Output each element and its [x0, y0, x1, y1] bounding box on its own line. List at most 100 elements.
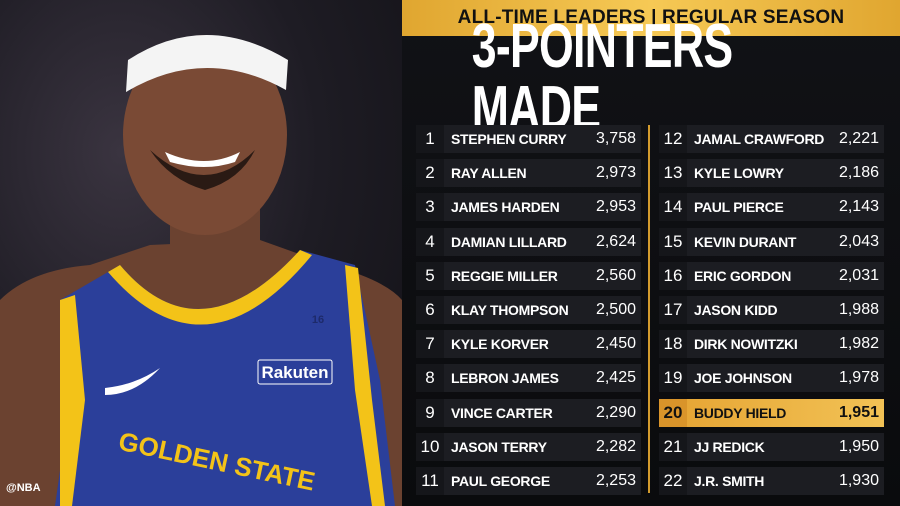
player-name: STEPHEN CURRY — [444, 131, 591, 147]
rank-cell: 19 — [659, 364, 687, 393]
player-name-text: JOE JOHNSON — [694, 370, 792, 387]
three-pointers-value: 2,624 — [591, 233, 641, 251]
player-name: RAY ALLEN — [444, 165, 591, 181]
title-area: 3-POINTERS MADE — [402, 16, 900, 140]
three-pointers-value-text: 2,186 — [838, 164, 879, 182]
leader-row: 5 REGGIE MILLER 2,560 — [416, 261, 641, 290]
leader-row: 22 J.R. SMITH 1,930 — [659, 466, 884, 495]
player-name-text: JASON TERRY — [451, 438, 547, 455]
three-pointers-value: 1,951 — [834, 404, 884, 422]
leader-row: 17 JASON KIDD 1,988 — [659, 295, 884, 324]
rank-cell: 1 — [416, 125, 444, 153]
three-pointers-value-text: 2,221 — [838, 130, 879, 147]
three-pointers-value-text: 2,253 — [595, 471, 636, 489]
three-pointers-value: 1,950 — [834, 438, 884, 456]
three-pointers-value-text: 2,290 — [595, 403, 636, 421]
player-name: DAMIAN LILLARD — [444, 234, 591, 250]
three-pointers-value-text: 2,282 — [595, 437, 636, 455]
player-name: LEBRON JAMES — [444, 370, 591, 386]
player-name: DIRK NOWITZKI — [687, 336, 834, 352]
rank-cell-text: 22 — [663, 470, 683, 490]
three-pointers-value-text: 2,973 — [595, 164, 636, 182]
three-pointers-value-text: 2,450 — [595, 335, 636, 353]
three-pointers-value-text: 1,950 — [838, 437, 879, 455]
rank-cell: 8 — [416, 364, 444, 393]
rank-cell: 7 — [416, 330, 444, 359]
player-name-text: JJ REDICK — [694, 438, 765, 455]
leader-row: 16 ERIC GORDON 2,031 — [659, 261, 884, 290]
rank-cell-text: 13 — [663, 163, 683, 183]
rank-cell: 15 — [659, 227, 687, 256]
player-name-text: ERIC GORDON — [694, 267, 792, 284]
player-name-text: KEVIN DURANT — [694, 233, 797, 250]
rank-cell-text: 20 — [663, 402, 683, 422]
three-pointers-value-text: 2,143 — [838, 198, 879, 216]
player-name: JAMES HARDEN — [444, 199, 591, 215]
leader-row: 6 KLAY THOMPSON 2,500 — [416, 295, 641, 324]
rank-cell: 14 — [659, 193, 687, 222]
player-name-text: PAUL PIERCE — [694, 199, 784, 216]
player-name: PAUL PIERCE — [687, 199, 834, 215]
leader-row: 11 PAUL GEORGE 2,253 — [416, 466, 641, 495]
three-pointers-value: 2,290 — [591, 404, 641, 422]
rank-cell-text: 3 — [425, 197, 435, 217]
player-name: ERIC GORDON — [687, 268, 834, 284]
player-name-text: JASON KIDD — [694, 301, 778, 318]
leader-row: 15 KEVIN DURANT 2,043 — [659, 227, 884, 256]
player-photo: Rakuten 16 GOLDEN STATE @NBA — [0, 0, 402, 506]
rank-cell: 18 — [659, 330, 687, 359]
rank-cell: 16 — [659, 261, 687, 290]
left-column: 1 STEPHEN CURRY 3,758 2 RAY ALLEN 2,973 3 JAMES… — [416, 125, 641, 501]
player-name: KYLE LOWRY — [687, 165, 834, 181]
column-divider — [648, 125, 650, 493]
rank-cell-text: 11 — [421, 470, 439, 490]
player-name-text: BUDDY HIELD — [694, 404, 787, 421]
three-pointers-value: 2,031 — [834, 267, 884, 285]
rank-cell: 13 — [659, 159, 687, 188]
rank-cell-text: 7 — [425, 334, 435, 354]
three-pointers-value: 1,930 — [834, 472, 884, 490]
rank-cell-text: 14 — [663, 197, 683, 217]
player-name-text: DIRK NOWITZKI — [694, 336, 798, 353]
rank-cell: 4 — [416, 227, 444, 256]
leaderboard-panel: ALL-TIME LEADERS | REGULAR SEASON 3-POIN… — [402, 0, 900, 506]
three-pointers-value: 2,500 — [591, 301, 641, 319]
rank-cell-text: 15 — [663, 231, 683, 251]
three-pointers-value-text: 1,978 — [838, 369, 879, 387]
three-pointers-value: 2,186 — [834, 164, 884, 182]
player-name: REGGIE MILLER — [444, 268, 591, 284]
player-name: JOE JOHNSON — [687, 370, 834, 386]
three-pointers-value: 1,988 — [834, 301, 884, 319]
three-pointers-value: 2,450 — [591, 335, 641, 353]
leader-row: 14 PAUL PIERCE 2,143 — [659, 193, 884, 222]
rank-cell-text: 9 — [425, 402, 435, 422]
player-name-text: J.R. SMITH — [694, 472, 765, 489]
leader-row: 8 LEBRON JAMES 2,425 — [416, 364, 641, 393]
three-pointers-value-text: 2,031 — [838, 266, 879, 284]
leader-row: 18 DIRK NOWITZKI 1,982 — [659, 330, 884, 359]
player-name: PAUL GEORGE — [444, 473, 591, 489]
three-pointers-value: 2,282 — [591, 438, 641, 456]
rank-cell: 5 — [416, 261, 444, 290]
leader-row: 2 RAY ALLEN 2,973 — [416, 159, 641, 188]
player-name-text: KLAY THOMPSON — [451, 301, 569, 318]
rank-cell-text: 6 — [425, 299, 435, 319]
leader-row: 20 BUDDY HIELD 1,951 — [659, 398, 884, 427]
rank-cell: 3 — [416, 193, 444, 222]
rank-cell: 6 — [416, 295, 444, 324]
player-name-text: LEBRON JAMES — [451, 370, 559, 387]
three-pointers-value: 2,253 — [591, 472, 641, 490]
three-pointers-value: 2,953 — [591, 198, 641, 216]
rank-cell-text: 19 — [663, 368, 683, 388]
three-pointers-value: 2,043 — [834, 233, 884, 251]
rank-cell-text: 12 — [663, 129, 683, 148]
leader-row: 3 JAMES HARDEN 2,953 — [416, 193, 641, 222]
three-pointers-value-text: 2,624 — [595, 232, 636, 250]
player-name: JAMAL CRAWFORD — [687, 131, 834, 147]
leader-row: 13 KYLE LOWRY 2,186 — [659, 159, 884, 188]
rank-cell: 21 — [659, 432, 687, 461]
leader-row: 10 JASON TERRY 2,282 — [416, 432, 641, 461]
player-name-text: KYLE LOWRY — [694, 165, 784, 182]
three-pointers-value-text: 2,043 — [838, 232, 879, 250]
player-name: JASON KIDD — [687, 302, 834, 318]
